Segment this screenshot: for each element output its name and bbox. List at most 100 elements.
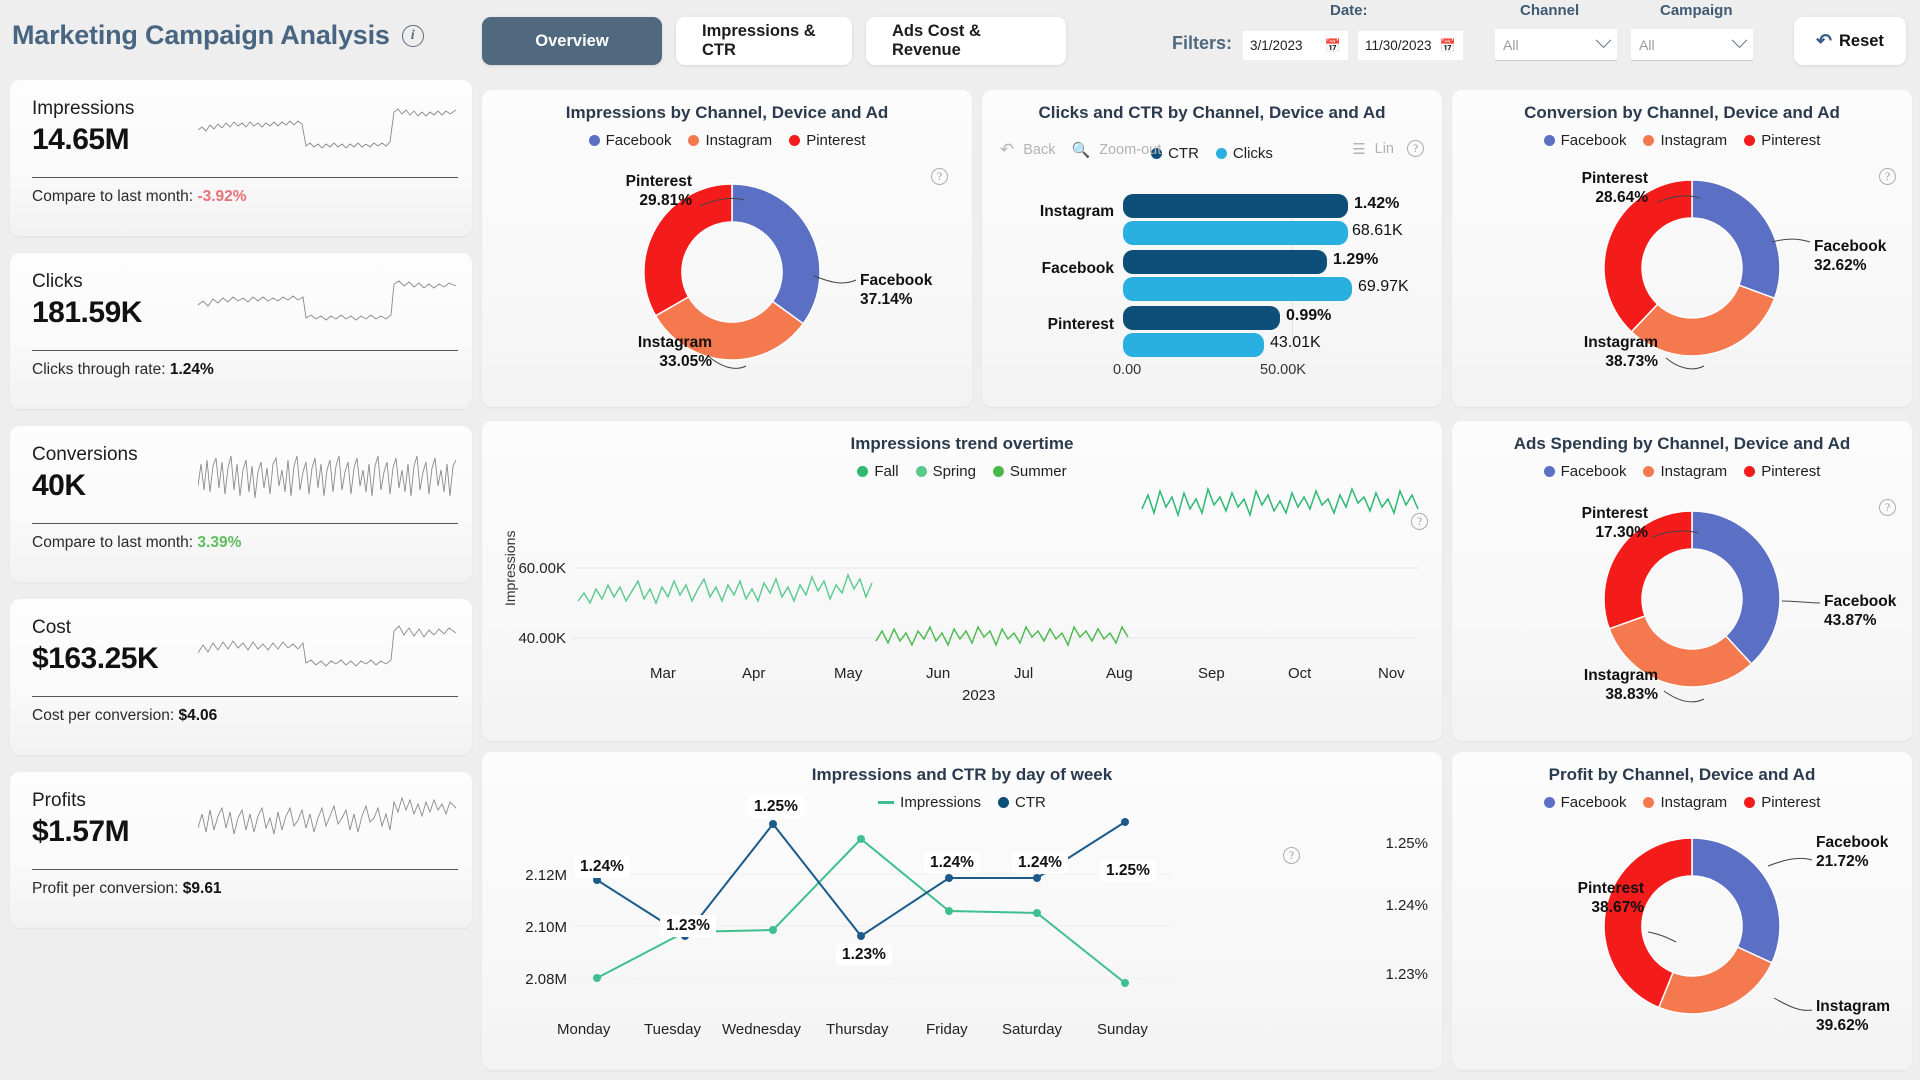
kpi-subtext: Cost per conversion: $4.06 <box>32 707 217 725</box>
date-from-input[interactable]: 3/1/2023 📅 <box>1243 31 1348 60</box>
tab-impressions-ctr[interactable]: Impressions & CTR <box>676 17 852 65</box>
bar-ctr-facebook[interactable] <box>1123 250 1327 274</box>
legend-item-ctr[interactable]: CTR <box>998 794 1046 811</box>
donut-label-value: 29.81% <box>639 191 692 209</box>
lin-toggle-label[interactable]: Lin <box>1374 141 1394 157</box>
help-icon[interactable]: ? <box>1879 499 1896 516</box>
legend-item-spring[interactable]: Spring <box>915 463 976 480</box>
legend-label: Instagram <box>1660 794 1728 811</box>
legend-item-instagram[interactable]: Instagram <box>1643 132 1727 149</box>
channel-filter-label: Channel <box>1520 2 1580 19</box>
legend-item-facebook[interactable]: Facebook <box>1543 463 1627 480</box>
bar-value-ctr-instagram: 1.42% <box>1354 195 1400 212</box>
bar-category-facebook[interactable]: Facebook <box>1041 260 1114 277</box>
kpi-subtext-value: $9.61 <box>182 880 222 897</box>
zoom-out-button-label[interactable]: Zoom-out <box>1099 142 1162 158</box>
header-title-group: Marketing Campaign Analysis i <box>12 20 424 51</box>
donut-chart[interactable] <box>1592 826 1792 1026</box>
legend-item-impressions[interactable]: Impressions <box>878 794 981 811</box>
info-icon[interactable]: i <box>401 24 424 47</box>
kpi-card-cost[interactable]: Cost $163.25K Cost per conversion: $4.06 <box>10 599 472 755</box>
donut-chart[interactable] <box>632 172 832 372</box>
legend-label: Facebook <box>1560 463 1627 480</box>
panel-impressions-donut: Impressions by Channel, Device and Ad Fa… <box>482 90 972 407</box>
calendar-icon[interactable]: 📅 <box>1439 38 1456 53</box>
legend-swatch-icon <box>1744 466 1756 477</box>
legend-item-pinterest[interactable]: Pinterest <box>1744 794 1820 811</box>
donut-label-value: 38.73% <box>1605 352 1658 370</box>
bar-ctr-instagram[interactable] <box>1123 194 1348 218</box>
legend-swatch-icon <box>1215 148 1227 159</box>
calendar-icon[interactable]: 📅 <box>1324 38 1341 53</box>
date-to-input[interactable]: 11/30/2023 📅 <box>1358 31 1463 60</box>
bar-category-instagram[interactable]: Instagram <box>1039 203 1114 220</box>
bar-value-clicks-facebook: 69.97K <box>1358 278 1409 295</box>
kpi-card-conversions[interactable]: Conversions 40K Compare to last month: 3… <box>10 426 472 582</box>
kpi-card-impressions[interactable]: Impressions 14.65M Compare to last month… <box>10 80 472 236</box>
back-button-label[interactable]: Back <box>1023 142 1056 158</box>
dow-ctr-label-thursday: 1.23% <box>836 944 892 966</box>
legend-item-facebook[interactable]: Facebook <box>1543 794 1626 811</box>
kpi-value: 14.65M <box>32 123 130 156</box>
legend-item-pinterest[interactable]: Pinterest <box>1744 463 1820 480</box>
chevron-down-icon <box>1731 32 1748 49</box>
legend-item-facebook[interactable]: Facebook <box>588 132 671 149</box>
legend-item-instagram[interactable]: Instagram <box>688 132 772 149</box>
kpi-card-profits[interactable]: Profits $1.57M Profit per conversion: $9… <box>10 772 472 928</box>
donut-label-value: 38.67% <box>1591 898 1644 916</box>
panel-title: Impressions by Channel, Device and Ad <box>565 103 889 122</box>
y-axis-tick: 60.00K <box>518 560 566 577</box>
help-icon[interactable]: ? <box>1283 847 1300 864</box>
bar-clicks-instagram[interactable] <box>1123 221 1348 245</box>
y-axis-left-tick: 2.12M <box>525 867 567 884</box>
legend-label: Instagram <box>1660 463 1728 480</box>
legend-item-instagram[interactable]: Instagram <box>1643 463 1727 480</box>
donut-label-value: 17.30% <box>1595 523 1648 541</box>
trend-line-chart[interactable] <box>572 481 1432 661</box>
legend-label: Pinterest <box>1761 132 1821 149</box>
bar-clicks-pinterest[interactable] <box>1123 333 1264 357</box>
kpi-subtext: Profit per conversion: $9.61 <box>32 880 222 898</box>
legend-item-pinterest[interactable]: Pinterest <box>1744 132 1820 149</box>
legend-swatch-icon <box>1744 135 1756 146</box>
reset-button[interactable]: ↶ Reset <box>1794 17 1906 65</box>
panel-title: Ads Spending by Channel, Device and Ad <box>1513 434 1851 453</box>
legend-item-ctr[interactable]: CTR <box>1151 145 1199 162</box>
campaign-select-value: All <box>1639 36 1655 53</box>
tab-overview[interactable]: Overview <box>482 17 662 65</box>
zoom-out-icon[interactable]: 🔍 <box>1071 142 1091 159</box>
donut-chart[interactable] <box>1592 499 1792 699</box>
panel-title: Impressions trend overtime <box>850 434 1074 453</box>
legend: CTR Clicks <box>982 145 1442 162</box>
tab-ads-cost-revenue[interactable]: Ads Cost & Revenue <box>866 17 1066 65</box>
donut-label-value: 32.62% <box>1814 256 1867 274</box>
back-icon[interactable]: ↶ <box>1000 140 1015 159</box>
kpi-card-clicks[interactable]: Clicks 181.59K Clicks through rate: 1.24… <box>10 253 472 409</box>
list-icon[interactable]: ☰ <box>1352 141 1366 158</box>
help-icon[interactable]: ? <box>1411 513 1428 530</box>
legend-item-instagram[interactable]: Instagram <box>1643 794 1727 811</box>
donut-label-value: 43.87% <box>1824 611 1877 629</box>
legend-item-summer[interactable]: Summer <box>992 463 1067 480</box>
channel-select[interactable]: All <box>1495 29 1617 61</box>
campaign-select[interactable]: All <box>1631 29 1753 61</box>
bar-clicks-facebook[interactable] <box>1123 277 1352 301</box>
legend-item-pinterest[interactable]: Pinterest <box>789 132 865 149</box>
reset-button-label: Reset <box>1838 31 1884 50</box>
bar-category-pinterest[interactable]: Pinterest <box>1047 316 1114 333</box>
bar-ctr-pinterest[interactable] <box>1123 306 1280 330</box>
donut-chart[interactable] <box>1592 168 1792 368</box>
legend-item-facebook[interactable]: Facebook <box>1543 132 1626 149</box>
help-icon[interactable]: ? <box>1879 168 1896 185</box>
bar-value-ctr-facebook: 1.29% <box>1333 251 1379 268</box>
help-icon[interactable]: ? <box>931 168 948 185</box>
x-axis-tick-thursday: Thursday <box>826 1021 889 1038</box>
donut-label-pinterest: Pinterest 17.30% <box>1458 505 1648 543</box>
legend-item-fall[interactable]: Fall <box>857 463 899 480</box>
legend-item-clicks[interactable]: Clicks <box>1215 145 1273 162</box>
undo-arrow-icon: ↶ <box>1816 30 1832 52</box>
help-icon[interactable]: ? <box>1407 140 1424 157</box>
panel-dow-impressions-ctr: Impressions and CTR by day of week Impre… <box>482 752 1442 1070</box>
panel-ads-spending-donut: Ads Spending by Channel, Device and Ad F… <box>1452 421 1912 741</box>
kpi-subtext-value: $4.06 <box>178 707 218 724</box>
